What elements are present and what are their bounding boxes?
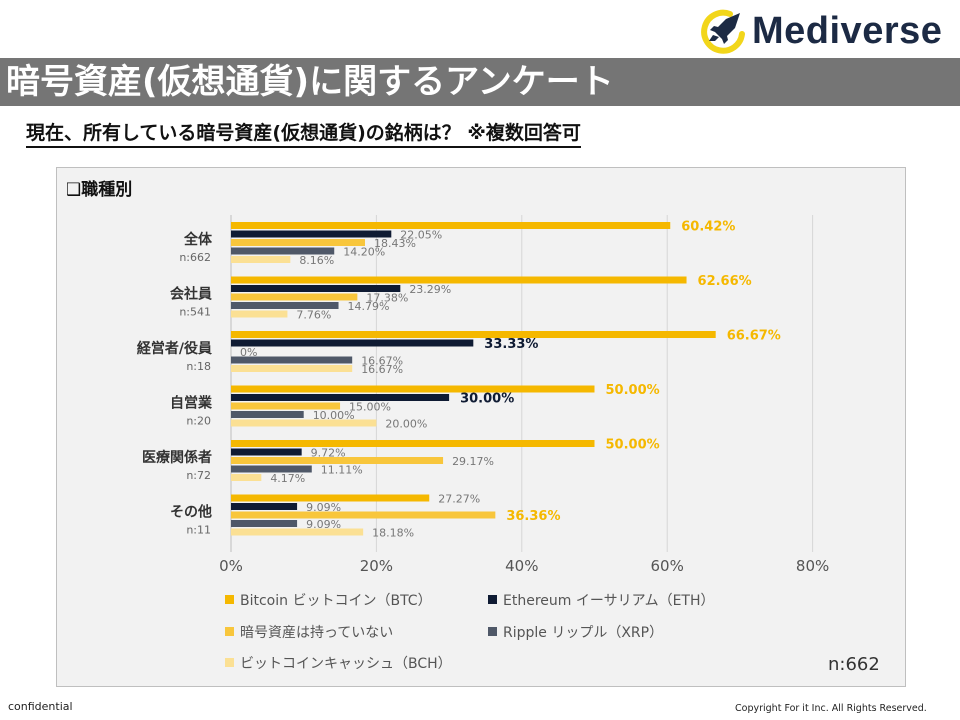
bar — [231, 339, 474, 347]
bar — [231, 365, 353, 372]
confidential-label: confidential — [8, 700, 73, 713]
data-label: 9.72% — [311, 447, 346, 460]
legend-swatch — [488, 595, 497, 604]
bar — [231, 411, 304, 418]
data-label: 18.43% — [374, 237, 416, 250]
legend-swatch — [488, 627, 497, 636]
data-label: 20.00% — [385, 418, 427, 431]
data-label: 11.11% — [321, 464, 363, 477]
data-label: 10.00% — [313, 409, 355, 422]
legend-swatch — [225, 595, 234, 604]
bar — [231, 222, 671, 229]
data-label: 16.67% — [361, 355, 403, 368]
category-sample-size: n:18 — [186, 360, 211, 373]
bar — [231, 474, 262, 481]
bar — [231, 310, 288, 318]
data-label: 60.42% — [681, 220, 735, 235]
data-label: 50.00% — [606, 383, 660, 398]
x-tick-label: 20% — [360, 557, 393, 575]
bar — [231, 419, 377, 427]
data-label: 9.09% — [306, 501, 341, 514]
bar — [231, 457, 444, 464]
data-label: 17.38% — [366, 292, 408, 305]
category-label: その他 — [170, 504, 212, 521]
bar — [231, 293, 358, 301]
bar — [231, 520, 298, 527]
legend-label: ビットコインキャッシュ（BCH） — [240, 656, 452, 672]
x-tick-label: 0% — [219, 557, 243, 575]
page-title: 暗号資産(仮想通貨)に関するアンケート — [6, 62, 614, 102]
bar — [231, 230, 392, 238]
data-label: 8.16% — [299, 254, 334, 267]
data-label: 0% — [240, 346, 257, 359]
legend-label: Ripple リップル（XRP） — [503, 625, 663, 641]
brand-logo: Mediverse — [700, 8, 955, 54]
bar — [231, 465, 312, 473]
data-label: 22.05% — [400, 229, 442, 242]
bar — [231, 440, 595, 447]
category-label: 自営業 — [170, 395, 213, 412]
legend-label: 暗号資産は持っていない — [240, 625, 393, 641]
x-tick-label: 40% — [505, 557, 538, 575]
bar — [231, 402, 341, 410]
data-label: 33.33% — [484, 337, 538, 352]
x-tick-label: 60% — [651, 557, 684, 575]
section-label: ❑職種別 — [66, 180, 133, 200]
data-label: 15.00% — [349, 401, 391, 414]
data-label: 9.09% — [306, 518, 341, 531]
bar — [231, 385, 595, 393]
category-sample-size: n:541 — [179, 306, 211, 319]
data-label: 14.20% — [343, 246, 385, 259]
brand-name: Mediverse — [752, 9, 943, 52]
category-sample-size: n:11 — [186, 524, 211, 537]
bar — [231, 239, 365, 246]
category-sample-size: n:20 — [186, 415, 211, 428]
sample-size-total: n:662 — [828, 654, 880, 675]
data-label: 7.76% — [296, 309, 331, 322]
legend-swatch — [225, 627, 234, 636]
category-sample-size: n:72 — [186, 469, 211, 482]
data-label: 23.29% — [409, 283, 451, 296]
question-subtitle: 現在、所有している暗号資産(仮想通貨)の銘柄は？ ※複数回答可 — [26, 118, 581, 148]
copyright-text: Copyright For it Inc. All Rights Reserve… — [735, 703, 927, 714]
data-label: 16.67% — [361, 363, 403, 376]
bar — [231, 285, 401, 292]
data-label: 30.00% — [460, 392, 514, 407]
category-label: 経営者/役員 — [137, 340, 212, 357]
data-label: 14.79% — [348, 300, 390, 313]
data-label: 62.66% — [698, 274, 752, 289]
bar — [231, 503, 298, 510]
data-label: 66.67% — [727, 329, 781, 344]
chart-panel — [56, 167, 906, 687]
category-label: 医療関係者 — [142, 449, 212, 466]
bar — [231, 276, 687, 284]
data-label: 18.18% — [372, 527, 414, 540]
bar — [231, 494, 430, 502]
bar — [231, 528, 364, 536]
legend-label: Bitcoin ビットコイン（BTC） — [240, 593, 432, 609]
bar — [231, 394, 450, 401]
rocket-logo-icon — [701, 9, 745, 54]
bar — [231, 331, 716, 338]
bar — [231, 256, 291, 263]
bar — [231, 448, 302, 456]
bar — [231, 356, 353, 364]
data-label: 36.36% — [506, 509, 560, 524]
title-bar: 暗号資産(仮想通貨)に関するアンケート — [0, 58, 960, 106]
legend-swatch — [225, 658, 234, 667]
data-label: 27.27% — [438, 493, 480, 506]
category-label: 全体 — [183, 231, 213, 248]
data-label: 29.17% — [452, 455, 494, 468]
data-label: 50.00% — [606, 438, 660, 453]
data-label: 4.17% — [270, 472, 305, 485]
bar — [231, 511, 496, 519]
x-tick-label: 80% — [796, 557, 829, 575]
legend-label: Ethereum イーサリアム（ETH） — [503, 593, 715, 609]
bar — [231, 302, 339, 309]
category-sample-size: n:662 — [179, 251, 211, 264]
bar — [231, 247, 335, 255]
category-label: 会社員 — [170, 286, 212, 303]
